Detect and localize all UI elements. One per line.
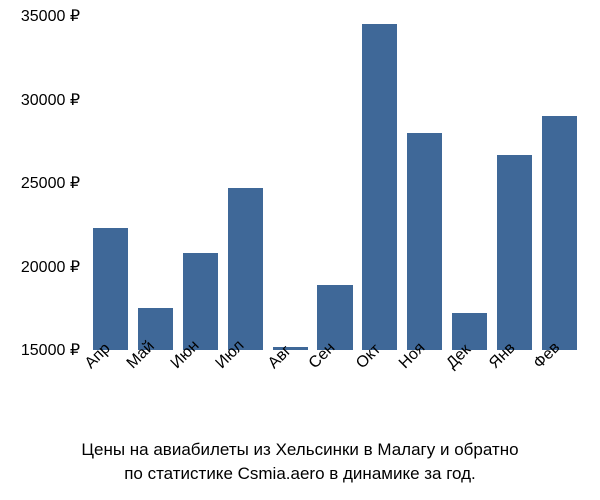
y-tick-label: 15000 ₽	[21, 340, 80, 360]
bar	[407, 133, 442, 350]
grid-line	[88, 267, 582, 268]
y-tick-label: 20000 ₽	[21, 257, 80, 277]
bar	[362, 24, 397, 350]
chart-caption: Цены на авиабилеты из Хельсинки в Малагу…	[0, 438, 600, 486]
grid-line	[88, 16, 582, 17]
price-chart: 15000 ₽20000 ₽25000 ₽30000 ₽35000 ₽ АпрМ…	[0, 0, 600, 500]
caption-line-1: Цены на авиабилеты из Хельсинки в Малагу…	[0, 438, 600, 462]
y-tick-label: 30000 ₽	[21, 90, 80, 110]
y-tick-label: 25000 ₽	[21, 173, 80, 193]
bar	[542, 116, 577, 350]
plot-area: 15000 ₽20000 ₽25000 ₽30000 ₽35000 ₽ АпрМ…	[88, 16, 582, 350]
grid-line	[88, 183, 582, 184]
bar	[317, 285, 352, 350]
grid-line	[88, 100, 582, 101]
bar	[93, 228, 128, 350]
bar	[228, 188, 263, 350]
y-tick-label: 35000 ₽	[21, 6, 80, 26]
caption-line-2: по статистике Csmia.aero в динамике за г…	[0, 462, 600, 486]
bar	[183, 253, 218, 350]
